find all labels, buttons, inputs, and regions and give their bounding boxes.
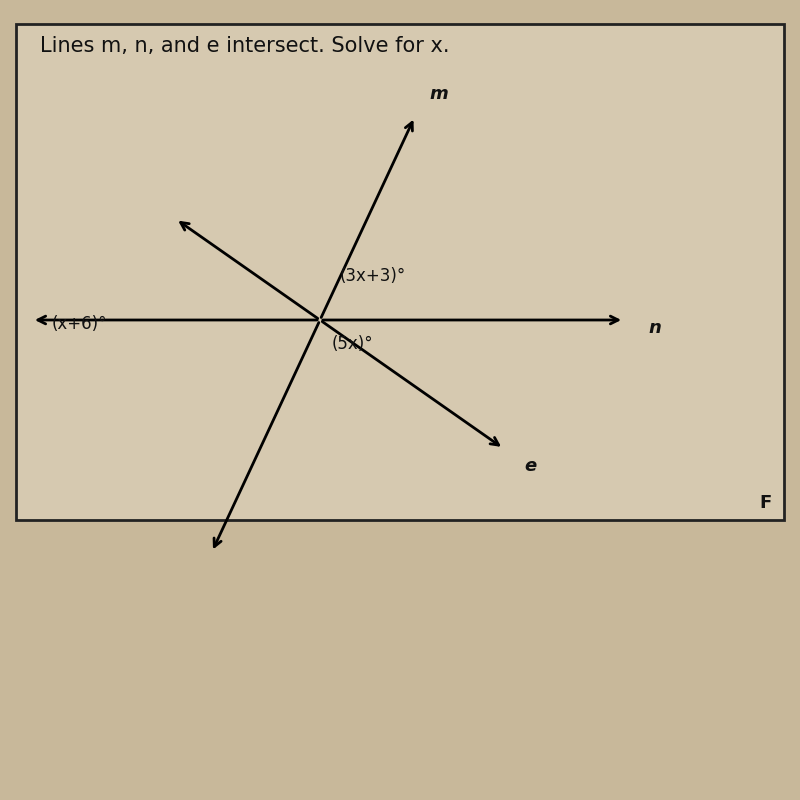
Text: n: n xyxy=(648,319,661,337)
FancyBboxPatch shape xyxy=(16,24,784,520)
Text: Lines m, n, and e intersect. Solve for x.: Lines m, n, and e intersect. Solve for x… xyxy=(40,36,450,56)
Text: (3x+3)°: (3x+3)° xyxy=(340,267,406,285)
Text: (x+6)°: (x+6)° xyxy=(52,315,107,333)
Text: (5x)°: (5x)° xyxy=(332,335,374,353)
Text: F: F xyxy=(760,494,772,512)
Text: m: m xyxy=(430,86,448,103)
Text: e: e xyxy=(525,457,537,474)
